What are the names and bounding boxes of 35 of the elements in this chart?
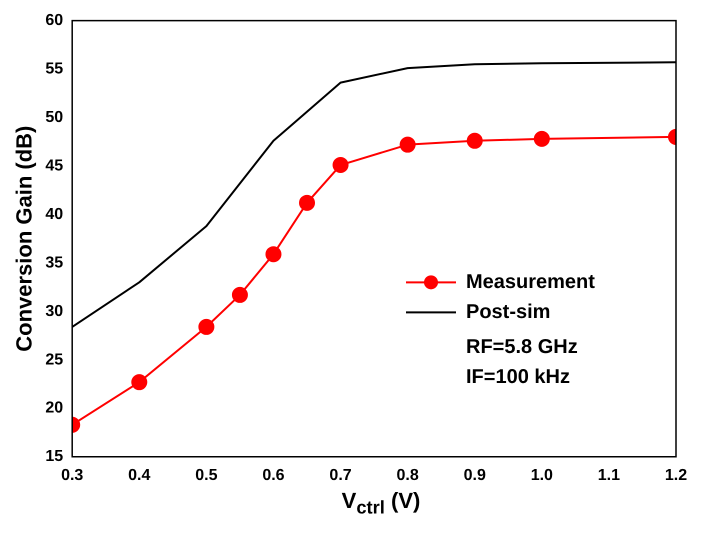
y-axis-title: Conversion Gain (dB)	[11, 126, 36, 352]
annotation: IF=100 kHz	[466, 366, 570, 388]
y-tick-label: 30	[45, 302, 64, 320]
annotation: RF=5.8 GHz	[466, 336, 578, 358]
y-tick-label: 35	[45, 254, 64, 272]
x-tick-label: 0.5	[195, 466, 218, 484]
y-tick-label: 15	[45, 448, 64, 466]
y-tick-label: 25	[45, 351, 64, 368]
x-tick-label: 0.6	[262, 466, 285, 484]
x-tick-label: 1.1	[598, 466, 620, 484]
x-tick-label: 0.3	[61, 466, 84, 484]
y-tick-label: 60	[45, 12, 64, 30]
point	[232, 286, 248, 303]
y-tick-label: 40	[45, 206, 64, 223]
point	[400, 136, 416, 153]
x-tick-label: 0.9	[464, 466, 486, 484]
y-tick-label: 20	[45, 400, 64, 417]
legend-label: Post-sim	[466, 300, 550, 323]
legend-label: Measurement	[466, 270, 596, 293]
x-tick-label: 1.2	[664, 466, 688, 484]
point	[332, 157, 349, 174]
point	[265, 246, 282, 262]
point	[131, 374, 148, 390]
y-tick-label: 45	[45, 157, 64, 174]
x-tick-label: 0.4	[128, 466, 151, 484]
point	[534, 130, 550, 147]
point	[466, 132, 483, 149]
x-tick-label: 0.8	[396, 466, 419, 484]
y-tick-label: 55	[45, 60, 64, 78]
point	[299, 194, 316, 211]
x-axis-title: V$_{ctrl}$ (V)	[340, 488, 422, 518]
point	[198, 318, 214, 335]
x-tick-label: 1.0	[530, 466, 554, 484]
y-tick-label: 50	[45, 108, 64, 126]
x-tick-label: 0.7	[329, 466, 352, 484]
